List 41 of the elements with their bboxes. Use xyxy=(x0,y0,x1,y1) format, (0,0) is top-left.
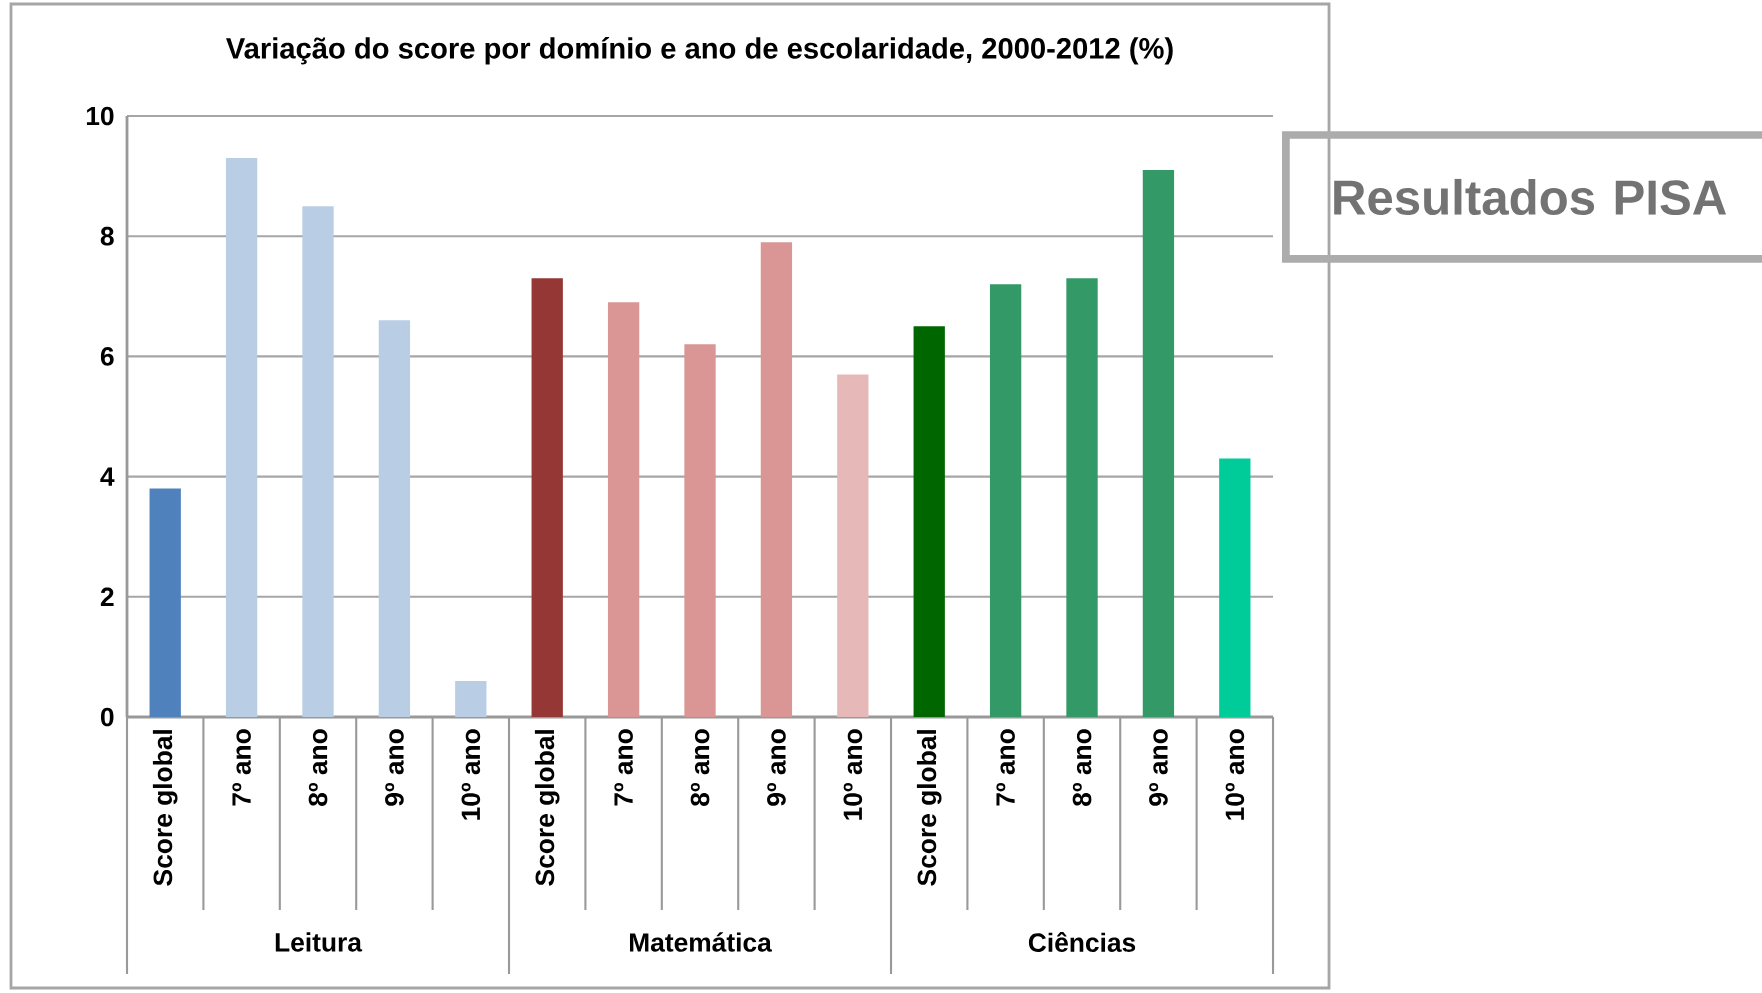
bar xyxy=(684,344,716,717)
x-tick-label: 8º ano xyxy=(690,729,710,806)
bar xyxy=(1142,170,1175,717)
y-tick-label: 10 xyxy=(86,106,114,126)
bar xyxy=(1219,458,1251,717)
bar xyxy=(760,242,793,717)
bar xyxy=(1066,278,1098,717)
x-tick-label: 7º ano xyxy=(614,729,633,806)
x-tick-label: 8º ano xyxy=(308,729,328,806)
bar xyxy=(302,206,334,717)
x-tick-label: 8º ano xyxy=(1072,729,1092,806)
text: Leitura xyxy=(275,932,363,952)
x-tick-label: 10º ano xyxy=(461,729,481,820)
x-tick-label: 9º ano xyxy=(385,729,404,806)
bar xyxy=(989,284,1022,717)
x-tick-label: 7º ano xyxy=(232,729,251,806)
y-tick-label: 4 xyxy=(100,467,115,486)
y-tick-label: 6 xyxy=(100,347,114,366)
y-tick-label: 0 xyxy=(100,707,114,727)
x-tick-label: 7º ano xyxy=(996,729,1015,806)
bar xyxy=(531,278,563,717)
x-tick-label: 10º ano xyxy=(1225,729,1245,820)
bar xyxy=(149,488,181,717)
x-tick-label: 9º ano xyxy=(1149,729,1168,806)
y-tick-label: 8 xyxy=(100,226,114,246)
text: Matemática xyxy=(629,932,772,952)
bar xyxy=(837,374,869,717)
x-tick-label: Score global xyxy=(152,730,178,886)
y-tick-label: 2 xyxy=(100,587,114,606)
x-tick-label: 10º ano xyxy=(843,729,863,820)
text: Ciências xyxy=(1028,932,1136,952)
x-tick-label: Score global xyxy=(916,730,942,886)
bar xyxy=(607,302,640,717)
chart-title: Variação do score por domínio e ano de escolaridade, 2000-2012 (%) xyxy=(226,37,1173,65)
bar xyxy=(913,326,945,717)
bar xyxy=(455,680,487,717)
bar xyxy=(378,320,411,717)
text: Resultados PISA xyxy=(1334,178,1727,216)
x-tick-label: 9º ano xyxy=(767,729,786,806)
x-tick-label: Score global xyxy=(534,730,560,886)
bar xyxy=(225,158,258,717)
